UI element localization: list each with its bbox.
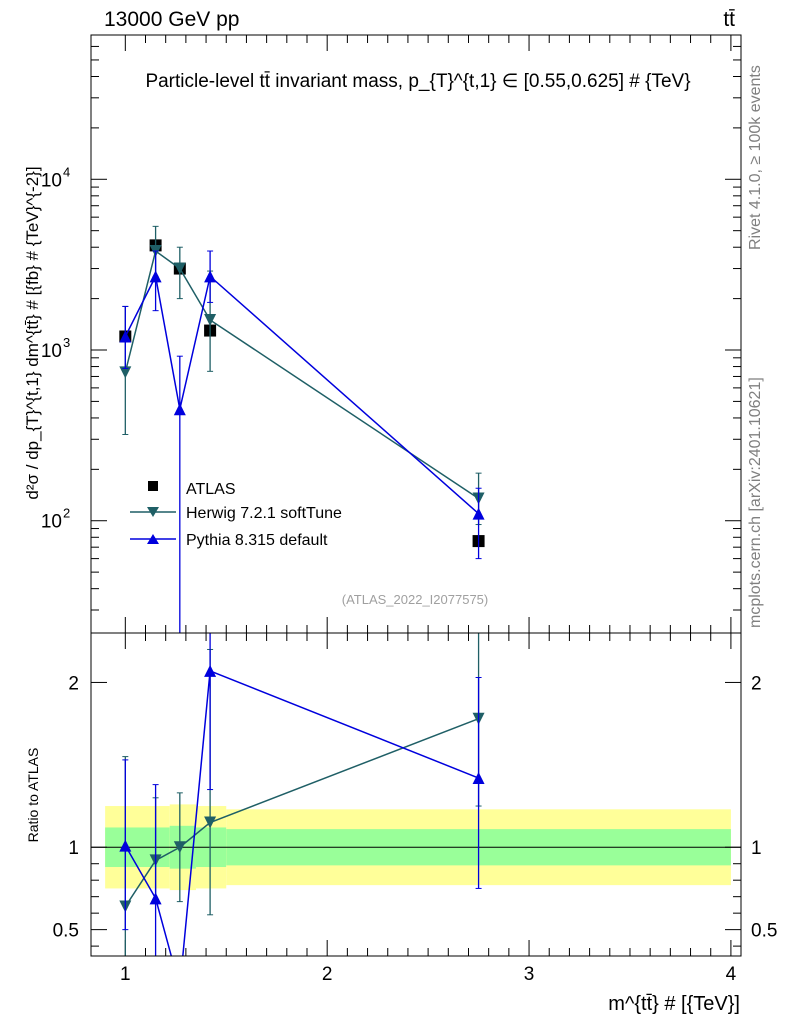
ratio-point-herwig	[204, 816, 217, 829]
ratio-panel: 0.5 0.5 1 1 2 2 1 2 3 4 Ratio to ATLAS m^{tt̄} #…	[25, 632, 777, 1015]
main-y-tick-label: 10	[41, 341, 62, 362]
ratio-y-tick-label-right: 1	[751, 838, 762, 859]
main-y-tick-exponent: 3	[63, 335, 70, 350]
ratio-point-pythia	[204, 664, 217, 677]
rivet-label: Rivet 4.1.0, ≥ 100k events	[747, 65, 764, 250]
ratio-point-pythia	[119, 839, 132, 852]
ratio-point-pythia	[472, 772, 485, 785]
x-tick-label: 4	[726, 964, 737, 985]
main-point-pythia	[149, 270, 162, 283]
main-point-pythia	[173, 403, 186, 416]
main-title: Particle-level tt̄ invariant mass, p_{T}…	[145, 71, 690, 92]
main-x-ticks	[124, 35, 732, 633]
legend-marker-herwig	[147, 507, 159, 517]
ratio-y-tick-label: 2	[68, 673, 79, 694]
main-y-tick-exponent: 4	[63, 164, 70, 179]
ratio-line-pythia	[124, 669, 479, 956]
main-y-tick-exponent: 2	[63, 506, 70, 521]
main-point-pythia	[472, 507, 485, 520]
main-point-herwig	[204, 313, 217, 326]
ratio-y-tick-label-right: 0.5	[751, 921, 777, 942]
legend-marker-atlas	[148, 481, 158, 491]
main-point-pythia	[204, 270, 217, 283]
main-y-axis-label: d²σ / dp_{T}^{t,1} dm^{tt̄} # [{fb} # {T…	[23, 166, 42, 499]
main-point-herwig	[119, 366, 132, 379]
mcplots-label: mcplots.cern.ch [arXiv:2401.10621]	[747, 377, 764, 628]
ratio-y-tick-label-right: 2	[751, 673, 762, 694]
main-y-tick-label: 10	[41, 170, 62, 191]
ratio-y-ticks: 0.5 0.5 1 1 2 2	[53, 673, 777, 947]
ratio-series	[119, 633, 485, 993]
ratio-point-herwig	[173, 841, 186, 854]
ratio-point-pythia	[149, 892, 162, 905]
legend-label-pythia: Pythia 8.315 default	[186, 532, 328, 549]
x-axis-label: m^{tt̄} # [{TeV}]	[608, 993, 740, 1015]
x-tick-label: 1	[120, 964, 131, 985]
legend-marker-pythia	[147, 534, 159, 544]
main-series	[119, 225, 485, 633]
legend-label-herwig: Herwig 7.2.1 softTune	[186, 505, 342, 522]
analysis-id: (ATLAS_2022_I2077575)	[342, 592, 488, 607]
x-tick-label: 2	[322, 964, 333, 985]
ratio-frame	[90, 632, 742, 957]
main-line-herwig	[124, 249, 479, 500]
main-line-pythia	[124, 274, 480, 515]
x-tick-label: 3	[524, 964, 535, 985]
main-point-pythia	[119, 330, 132, 343]
ratio-y-axis-label: Ratio to ATLAS	[25, 748, 41, 843]
ratio-y-tick-label: 1	[68, 838, 79, 859]
legend-item-herwig: Herwig 7.2.1 softTune	[130, 505, 342, 522]
ratio-y-tick-label: 0.5	[53, 921, 79, 942]
legend-label-atlas: ATLAS	[186, 481, 236, 498]
legend-item-pythia: Pythia 8.315 default	[130, 532, 328, 549]
ratio-point-pythia	[174, 981, 186, 993]
header-right: tt̄	[723, 8, 735, 31]
main-y-tick-label: 10	[41, 512, 62, 533]
header-left: 13000 GeV pp	[104, 8, 239, 31]
legend-item-atlas: ATLAS	[148, 481, 236, 498]
main-point-herwig	[173, 262, 186, 275]
legend: ATLAS Herwig 7.2.1 softTune Pythia 8.315…	[130, 481, 342, 549]
